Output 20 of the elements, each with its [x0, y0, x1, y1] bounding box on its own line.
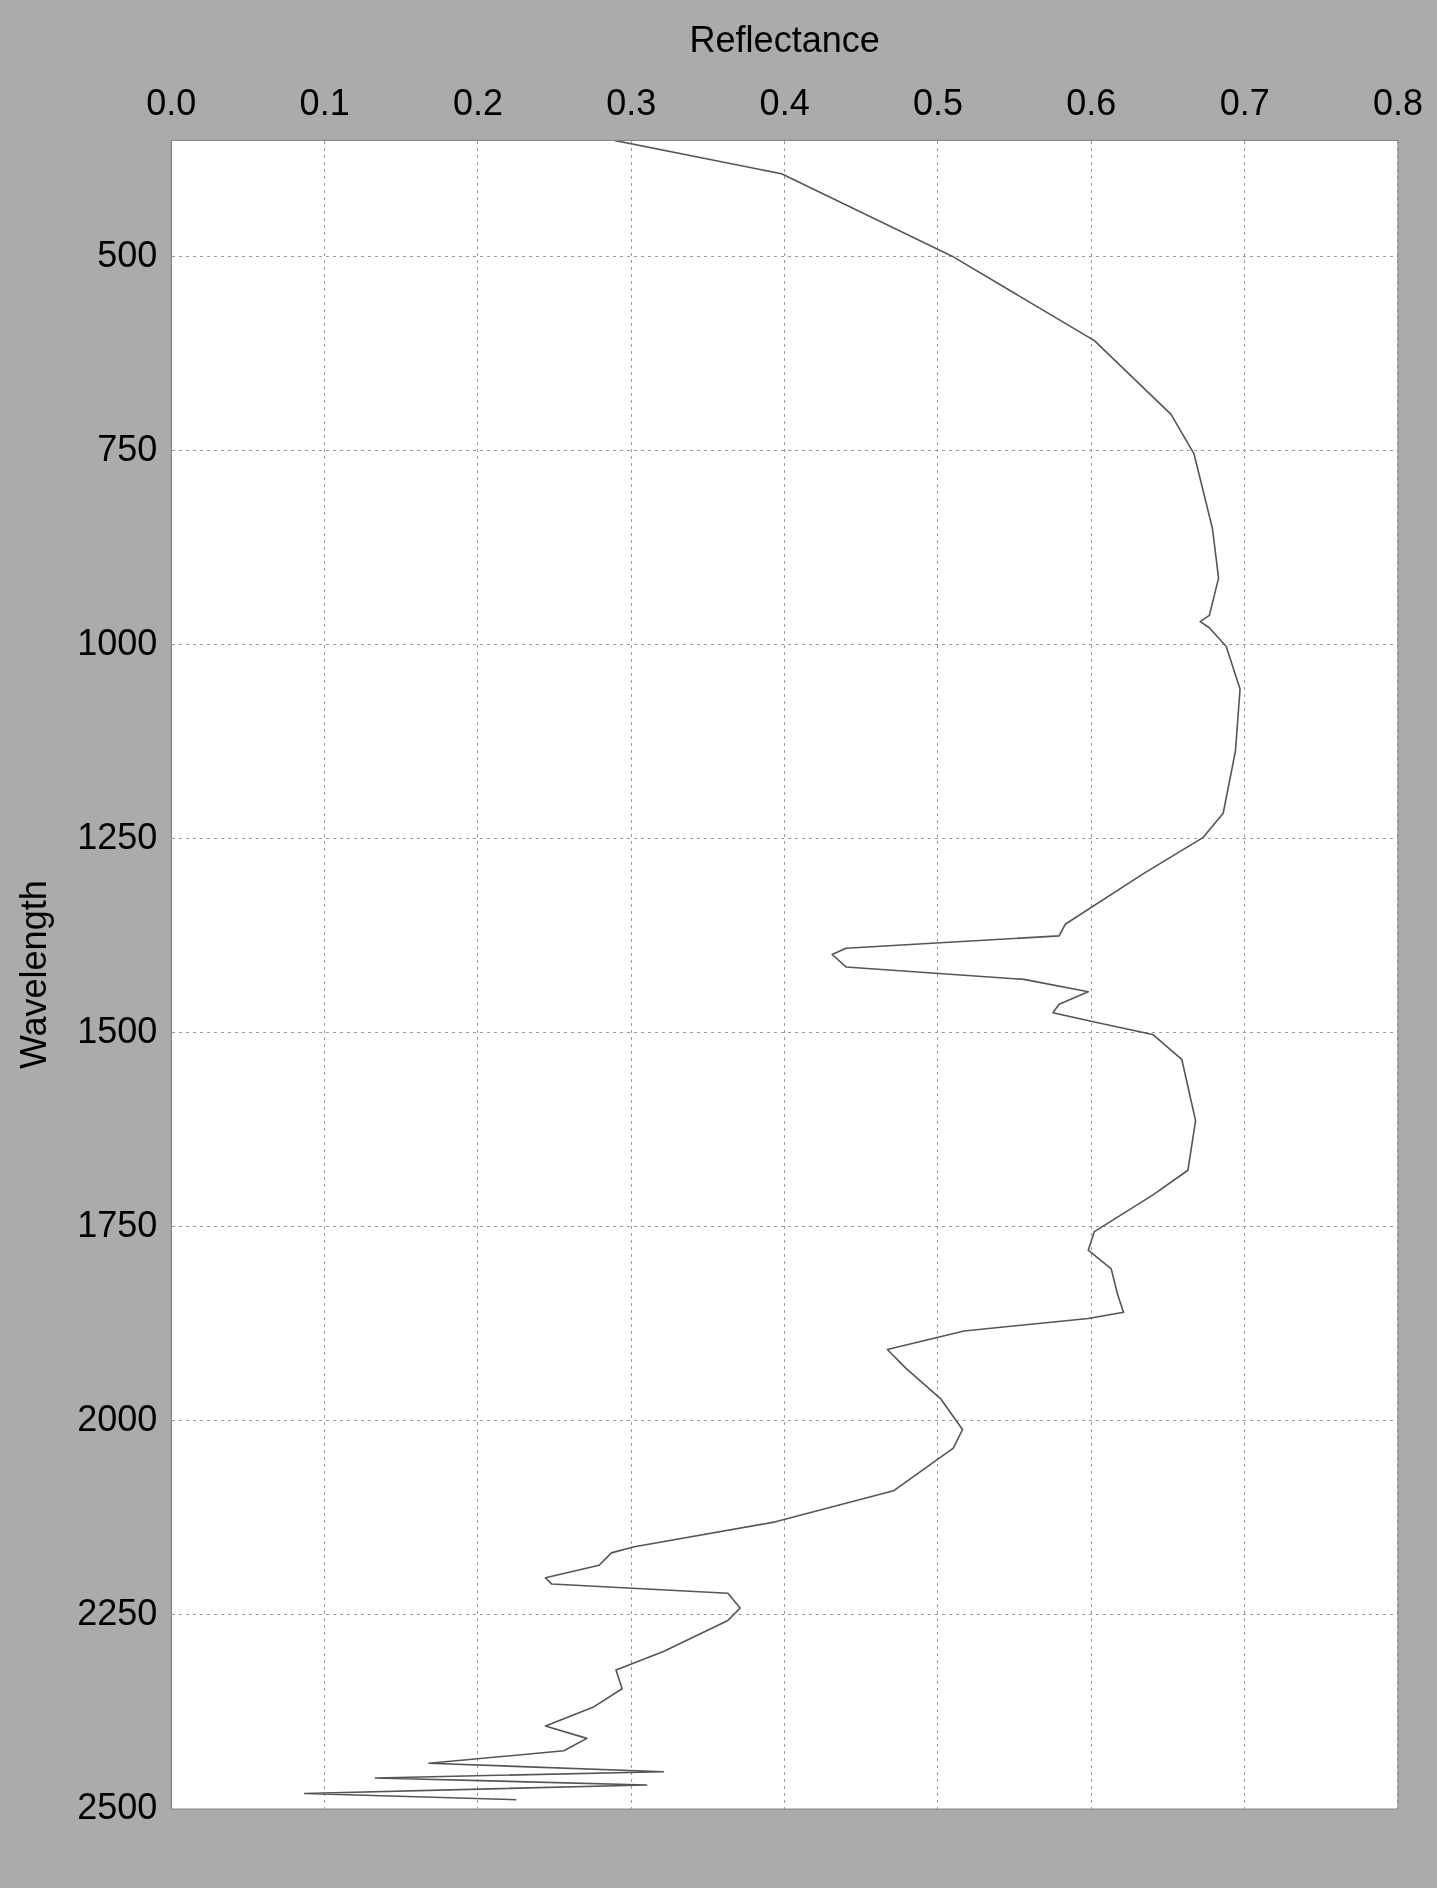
x-tick-label: 0.5	[912, 81, 963, 123]
x-tick-label: 0.2	[452, 81, 503, 123]
x-tick-label: 0.6	[1066, 81, 1117, 123]
y-tick-label: 1750	[77, 1203, 158, 1245]
y-tick-label: 1500	[77, 1009, 158, 1051]
y-tick-label: 2250	[77, 1591, 158, 1633]
x-tick-label: 0.8	[1372, 81, 1423, 123]
y-tick-label: 2000	[77, 1397, 158, 1439]
y-tick-label: 2500	[77, 1785, 158, 1827]
y-tick-label: 750	[97, 427, 158, 469]
x-tick-label: 0.7	[1219, 81, 1270, 123]
y-axis-title: Wavelength	[12, 880, 54, 1070]
x-axis-title: Reflectance	[689, 18, 880, 60]
y-tick-label: 1250	[77, 815, 158, 857]
x-tick-label: 0.0	[146, 81, 197, 123]
x-tick-label: 0.3	[606, 81, 657, 123]
y-tick-label: 1000	[77, 621, 158, 663]
x-tick-label: 0.1	[299, 81, 350, 123]
x-tick-label: 0.4	[759, 81, 810, 123]
y-tick-label: 500	[97, 233, 158, 275]
